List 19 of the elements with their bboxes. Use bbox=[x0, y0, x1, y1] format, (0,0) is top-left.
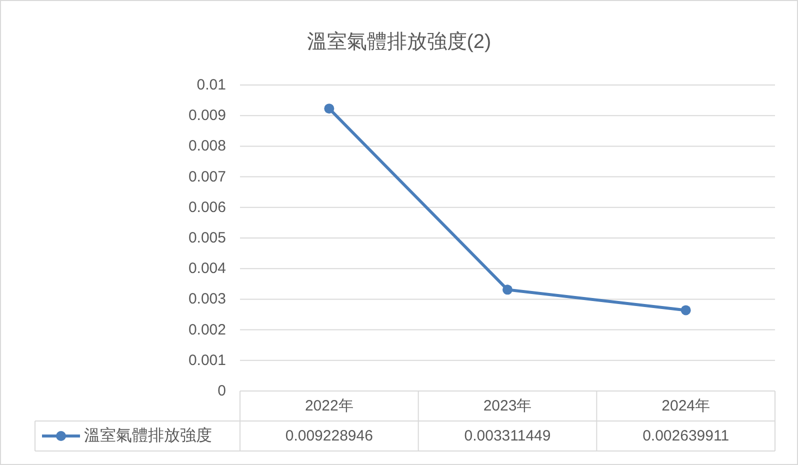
ytick: 0.008 bbox=[188, 138, 226, 155]
ytick: 0.01 bbox=[196, 76, 226, 94]
ytick: 0.006 bbox=[188, 198, 226, 216]
ytick: 0.002 bbox=[188, 321, 226, 338]
ytick: 0 bbox=[218, 382, 226, 400]
value-label: 0.009228946 bbox=[285, 428, 373, 444]
category: 2023年 bbox=[483, 398, 532, 414]
value-label: 0.002639911 bbox=[642, 428, 730, 444]
ytick: 0.009 bbox=[188, 107, 226, 124]
legend: 溫室氣體排放強度 bbox=[84, 428, 212, 444]
ytick: 0.005 bbox=[188, 230, 226, 246]
title: 溫室氣體排放強度(2) bbox=[306, 31, 492, 53]
category: 2024年 bbox=[662, 398, 710, 414]
ytick: 0.001 bbox=[188, 352, 226, 369]
ytick: 0.007 bbox=[188, 168, 226, 186]
ytick: 0.003 bbox=[188, 290, 226, 308]
category: 2022年 bbox=[304, 398, 354, 414]
ytick: 0.004 bbox=[188, 260, 226, 278]
value-label: 0.003311449 bbox=[464, 428, 551, 444]
